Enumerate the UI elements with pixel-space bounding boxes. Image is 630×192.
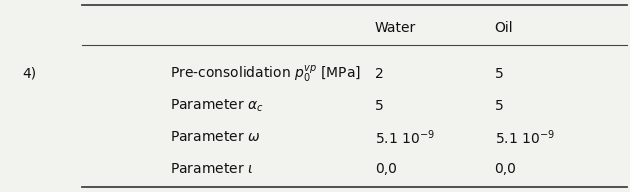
Text: 2: 2 — [375, 67, 384, 81]
Text: Parameter $\omega$: Parameter $\omega$ — [170, 130, 260, 144]
Text: Pre-consolidation $p_0^{vp}$ [MPa]: Pre-consolidation $p_0^{vp}$ [MPa] — [170, 63, 361, 84]
Text: 4): 4) — [22, 67, 36, 81]
Text: Parameter $\iota$: Parameter $\iota$ — [170, 162, 253, 176]
Text: Parameter $\alpha_c$: Parameter $\alpha_c$ — [170, 97, 264, 114]
Text: 5.1 $10^{-9}$: 5.1 $10^{-9}$ — [375, 128, 435, 146]
Text: 5: 5 — [375, 99, 384, 113]
Text: 0,0: 0,0 — [495, 162, 517, 176]
Text: 0,0: 0,0 — [375, 162, 397, 176]
Text: Oil: Oil — [495, 21, 513, 35]
Text: 5: 5 — [495, 99, 503, 113]
Text: Water: Water — [375, 21, 416, 35]
Text: 5.1 $10^{-9}$: 5.1 $10^{-9}$ — [495, 128, 554, 146]
Text: 5: 5 — [495, 67, 503, 81]
